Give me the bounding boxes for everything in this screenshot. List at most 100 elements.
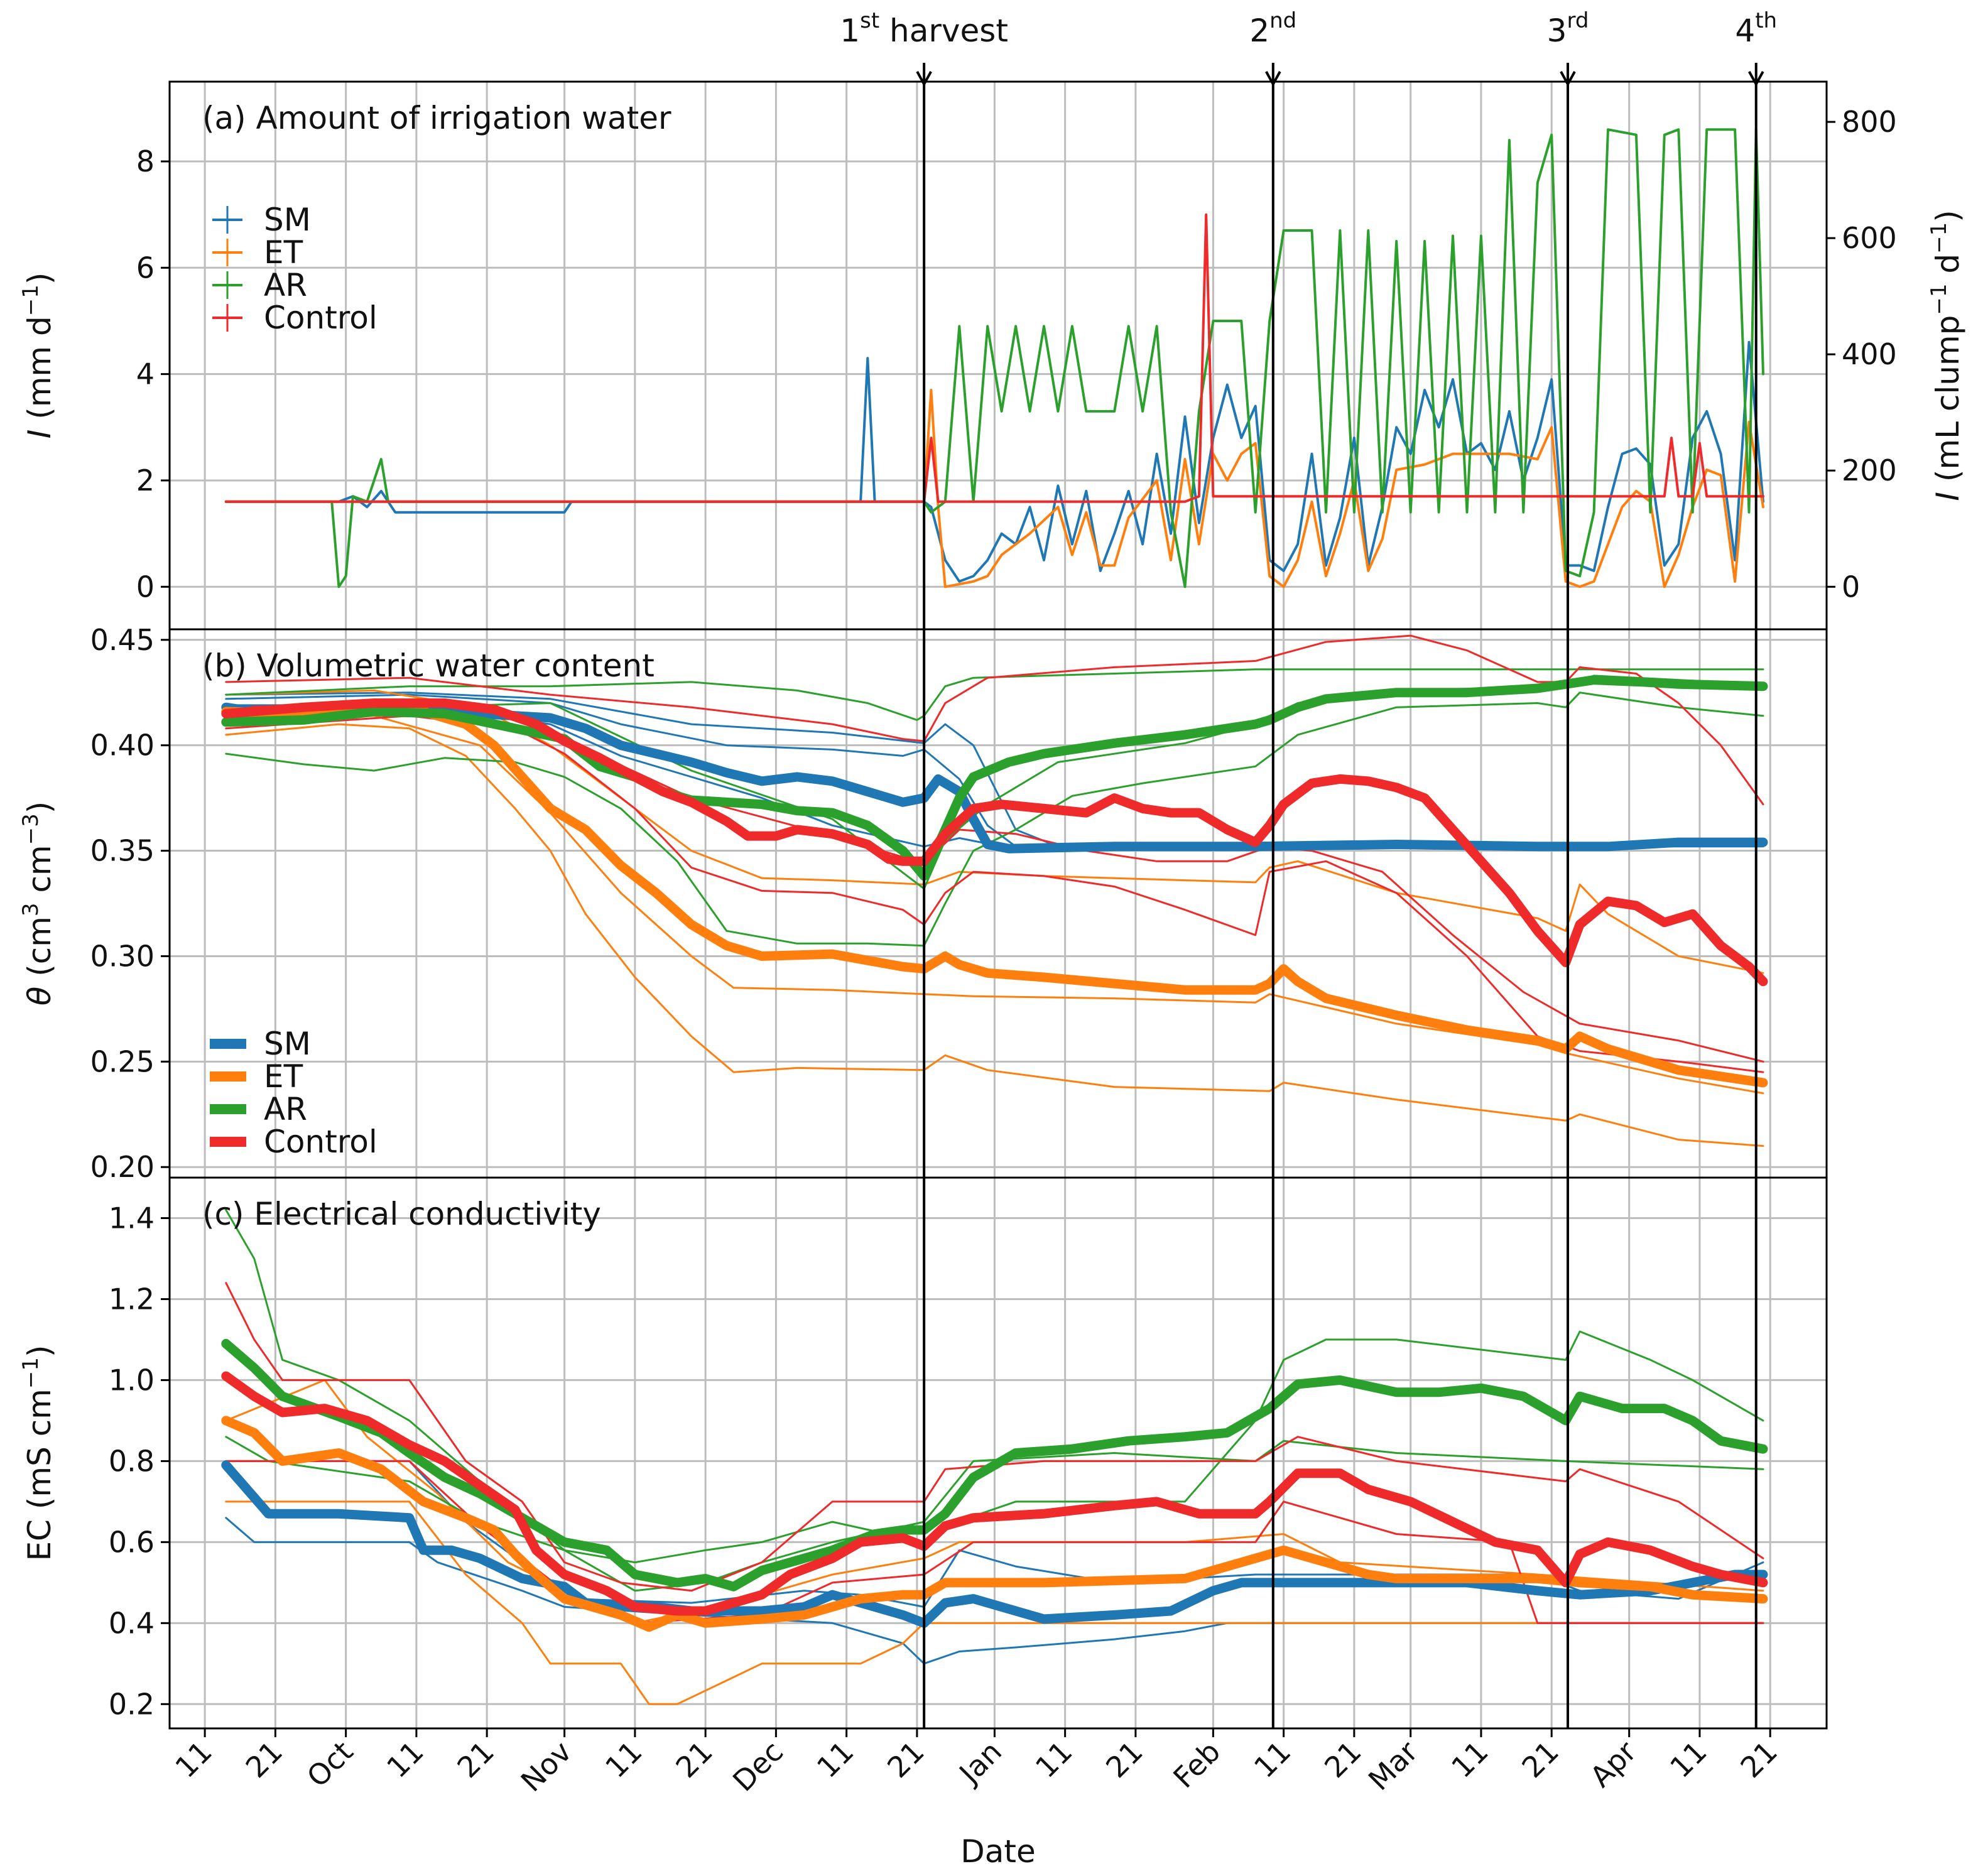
x-tick-label: 21 bbox=[1318, 1735, 1368, 1785]
grid-layer bbox=[170, 82, 1827, 1728]
y-tick-label: 0.4 bbox=[109, 1606, 155, 1640]
series-line-control-mean bbox=[221, 698, 1768, 987]
y-tick-label: 0.40 bbox=[90, 729, 155, 762]
panel-series-group bbox=[221, 634, 1768, 1147]
series-line-et-mean bbox=[221, 702, 1768, 1088]
y-axis-label-superscript: −1 bbox=[18, 1357, 43, 1389]
y-axis-label-end: ) bbox=[21, 1345, 58, 1357]
series-line-control-mean bbox=[224, 213, 1764, 503]
x-tick-label: 21 bbox=[1099, 1735, 1149, 1785]
x-tick-label: 11 bbox=[599, 1735, 649, 1785]
y-axis-label: θ (cm3 cm−3) bbox=[18, 801, 58, 1006]
y-axis-label-text: (mm d bbox=[21, 316, 58, 429]
y-right-axis-label: I (mL clump−1 d−1) bbox=[1926, 210, 1966, 501]
y-right-axis-label-superscript: −1 bbox=[1926, 284, 1952, 315]
y-right-tick-label: 400 bbox=[1842, 337, 1897, 371]
series-line-sm-mean bbox=[221, 1460, 1768, 1628]
y-tick-label: 0.30 bbox=[90, 939, 155, 973]
y-tick-label: 6 bbox=[136, 251, 155, 285]
x-tick-label: 21 bbox=[1734, 1735, 1784, 1785]
y-axis-label-text: (cm bbox=[21, 916, 58, 987]
x-tick-label: Jan bbox=[952, 1735, 1008, 1791]
harvest-number: 4 bbox=[1735, 13, 1755, 49]
series-line-control-replicate bbox=[225, 1282, 1764, 1592]
x-tick-label: 11 bbox=[810, 1735, 861, 1785]
panel-frame bbox=[168, 80, 1828, 631]
frame-layer bbox=[161, 80, 1835, 1737]
x-tick-label: 21 bbox=[239, 1735, 290, 1785]
x-tick-label: Apr bbox=[1584, 1735, 1643, 1794]
series-line-et-mean bbox=[221, 1416, 1768, 1632]
y-right-axis-label-symbol: I bbox=[1930, 492, 1966, 501]
series-line-et-replicate bbox=[225, 723, 1764, 1147]
y-tick-label: 0.35 bbox=[90, 834, 155, 868]
series-line-et-replicate bbox=[225, 1379, 1764, 1624]
y-tick-label: 4 bbox=[136, 357, 155, 391]
harvest-number: 1 bbox=[840, 13, 860, 49]
x-tick-label: Nov bbox=[514, 1735, 579, 1799]
series-line-control-replicate bbox=[225, 715, 1764, 1073]
panel-title: (b) Volumetric water content bbox=[202, 648, 655, 684]
series-line-ar-mean bbox=[221, 675, 1768, 881]
y-axis-label-superscript: −1 bbox=[18, 285, 43, 316]
y-tick-label: 0.45 bbox=[90, 623, 155, 657]
y-axis-label-superscript: 3 bbox=[18, 903, 43, 916]
panel-title: (c) Electrical conductivity bbox=[202, 1196, 601, 1232]
harvest-arrow bbox=[1265, 71, 1281, 87]
y-right-tick-label: 0 bbox=[1842, 570, 1860, 604]
harvest-label: 3rd bbox=[1547, 8, 1589, 49]
x-tick-label: Dec bbox=[726, 1735, 790, 1798]
y-tick-label: 0.20 bbox=[90, 1150, 155, 1184]
y-axis-label-text: cm bbox=[21, 845, 58, 903]
harvest-label: 4th bbox=[1735, 8, 1777, 49]
series-line-sm-replicate bbox=[225, 693, 1764, 848]
panel-frame bbox=[168, 1176, 1828, 1730]
panel-title: (a) Amount of irrigation water bbox=[202, 100, 671, 136]
legend-label-sm: SM bbox=[264, 1026, 311, 1062]
y-axis-label-symbol: θ bbox=[21, 987, 58, 1006]
y-axis-label-end: ) bbox=[21, 801, 58, 814]
y-axis-label-text: EC (mS cm bbox=[21, 1389, 58, 1561]
y-tick-label: 0.8 bbox=[109, 1444, 155, 1478]
series-line-et-mean bbox=[224, 389, 1764, 588]
x-tick-label: 11 bbox=[380, 1735, 430, 1785]
y-tick-label: 2 bbox=[136, 464, 155, 497]
legend-label-ar: AR bbox=[264, 267, 307, 303]
x-tick-label: 21 bbox=[669, 1735, 719, 1785]
harvest-label: 2nd bbox=[1249, 8, 1296, 49]
legend-label-et: ET bbox=[264, 234, 303, 271]
y-right-axis-label-superscript: −1 bbox=[1926, 222, 1952, 254]
y-axis-label-symbol: I bbox=[21, 430, 58, 439]
y-tick-label: 8 bbox=[136, 144, 155, 178]
y-tick-label: 0.2 bbox=[109, 1687, 155, 1721]
y-tick-label: 0.25 bbox=[90, 1044, 155, 1078]
harvest-arrow bbox=[1747, 71, 1764, 87]
series-line-control-mean bbox=[221, 1371, 1768, 1616]
x-tick-label: 11 bbox=[168, 1735, 219, 1785]
harvest-number: 3 bbox=[1547, 13, 1567, 49]
series-line-et-replicate bbox=[225, 689, 1764, 974]
harvest-label: 1st harvest bbox=[840, 8, 1008, 49]
harvest-ordinal: th bbox=[1755, 8, 1777, 33]
y-right-axis-label-end: ) bbox=[1930, 210, 1966, 222]
y-axis-label: I (mm d−1) bbox=[18, 273, 58, 439]
legend-label-ar: AR bbox=[264, 1091, 307, 1127]
y-axis-label: EC (mS cm−1) bbox=[18, 1345, 58, 1561]
panel-series-group bbox=[221, 1209, 1768, 1705]
panel-series-group bbox=[224, 128, 1764, 588]
legend-label-control: Control bbox=[264, 300, 378, 336]
y-right-tick-label: 600 bbox=[1842, 221, 1897, 255]
y-tick-label: 1.2 bbox=[109, 1282, 155, 1316]
series-line-control-replicate bbox=[225, 634, 1764, 806]
y-tick-label: 1.0 bbox=[109, 1363, 155, 1397]
x-tick-label: 21 bbox=[881, 1735, 931, 1785]
series-line-ar-mean bbox=[221, 1338, 1768, 1591]
x-tick-label: Mar bbox=[1362, 1735, 1425, 1797]
x-tick-label: 21 bbox=[450, 1735, 501, 1785]
y-right-tick-label: 800 bbox=[1842, 105, 1897, 139]
legend-label-sm: SM bbox=[264, 202, 311, 238]
series-line-ar-replicate bbox=[225, 1436, 1764, 1592]
y-right-axis-label-text: (mL clump bbox=[1930, 315, 1966, 492]
